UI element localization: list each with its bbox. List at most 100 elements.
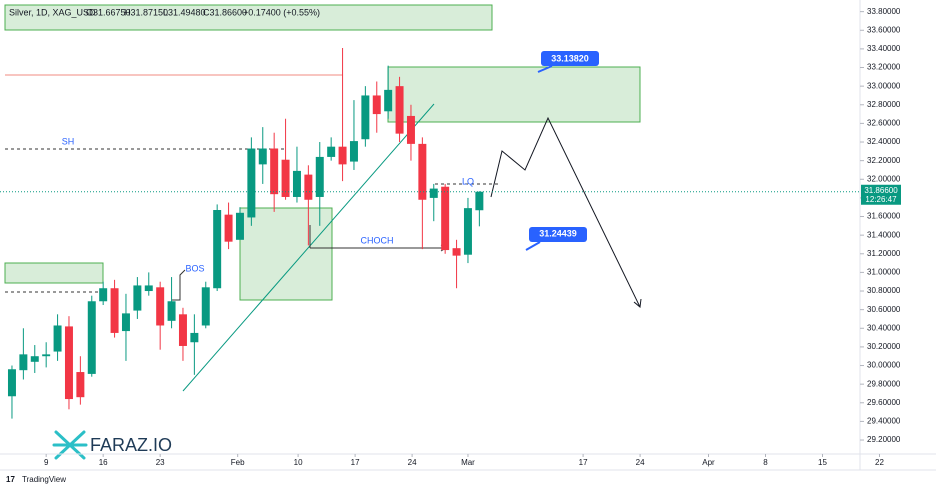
- y-tick-label: 31.60000: [867, 212, 901, 221]
- y-tick-label: 32.40000: [867, 137, 901, 146]
- choch-label: CHOCH: [361, 235, 394, 245]
- candle-body: [224, 214, 233, 242]
- candle-body: [452, 248, 461, 256]
- y-tick-label: 32.20000: [867, 156, 901, 165]
- candle-body: [30, 356, 39, 362]
- y-tick-label: 29.80000: [867, 379, 901, 388]
- callout-pointer: [525, 241, 541, 251]
- x-tick-label: 22: [875, 458, 884, 467]
- candle-body: [270, 148, 279, 195]
- callout-pointer: [537, 65, 553, 73]
- y-tick-label: 30.40000: [867, 323, 901, 332]
- x-tick-label: Apr: [702, 458, 715, 467]
- x-tick-label: 10: [294, 458, 303, 467]
- y-tick-label: 32.00000: [867, 174, 901, 183]
- y-tick-label: 29.40000: [867, 417, 901, 426]
- y-tick-label: 33.00000: [867, 81, 901, 90]
- trend-line: [182, 103, 435, 392]
- candle-body: [315, 156, 324, 197]
- candle-body: [53, 325, 62, 352]
- zone-box: [387, 66, 641, 123]
- callout-box: [541, 51, 599, 66]
- zone-box: [4, 262, 104, 284]
- x-tick-label: 24: [408, 458, 417, 467]
- candle-body: [213, 210, 222, 289]
- candle-body: [327, 146, 336, 157]
- candle-body: [64, 326, 73, 400]
- candle-body: [247, 148, 256, 218]
- candle-body: [110, 288, 119, 333]
- candle-body: [144, 285, 153, 292]
- candle-body: [349, 141, 358, 162]
- y-tick-label: 33.40000: [867, 44, 901, 53]
- x-tick-label: Mar: [461, 458, 475, 467]
- x-tick-label: 23: [156, 458, 165, 467]
- ohlc-low: L31.49480: [163, 7, 206, 17]
- lq-label: LQ: [462, 176, 474, 186]
- candle-body: [99, 288, 108, 302]
- ohlc-high: H31.87150: [124, 7, 168, 17]
- last-price-box: [861, 184, 901, 205]
- candle-body: [292, 170, 301, 197]
- candle-body: [372, 95, 381, 115]
- x-tick-label: 15: [818, 458, 827, 467]
- candle-body: [42, 354, 51, 357]
- y-tick-label: 31.20000: [867, 249, 901, 258]
- x-tick-label: 17: [579, 458, 588, 467]
- countdown: 12:26:47: [865, 195, 897, 204]
- candle-body: [475, 191, 484, 211]
- y-tick-label: 29.60000: [867, 398, 901, 407]
- y-tick-label: 30.20000: [867, 342, 901, 351]
- bos-label: BOS: [185, 263, 204, 273]
- callout-box: [529, 227, 587, 242]
- candle-body: [361, 95, 370, 140]
- zone-box: [4, 4, 493, 31]
- y-tick-label: 29.20000: [867, 435, 901, 444]
- y-tick-label: 32.60000: [867, 119, 901, 128]
- candle-body: [418, 143, 427, 200]
- y-tick-label: 32.80000: [867, 100, 901, 109]
- candle-body: [304, 174, 313, 200]
- candle-body: [156, 287, 165, 326]
- last-price-label: 31.86600: [864, 186, 898, 195]
- candle-body: [7, 369, 16, 397]
- sh-label: SH: [62, 136, 75, 146]
- zone-box: [239, 207, 333, 301]
- candle-body: [406, 115, 415, 144]
- y-tick-label: 31.00000: [867, 268, 901, 277]
- bos-connector: [172, 269, 186, 301]
- y-tick-label: 30.60000: [867, 305, 901, 314]
- candle-body: [121, 313, 130, 332]
- candle-body: [190, 332, 199, 343]
- candle-body: [133, 285, 142, 311]
- candle-body: [167, 301, 176, 321]
- watermark: FARAZ.IO: [90, 435, 172, 455]
- x-tick-label: 17: [351, 458, 360, 467]
- callout-label: 33.13820: [551, 53, 589, 63]
- candle-body: [463, 208, 472, 255]
- y-tick-label: 33.20000: [867, 63, 901, 72]
- candle-body: [19, 354, 28, 371]
- x-tick-label: Feb: [231, 458, 245, 467]
- callout-label: 31.24439: [539, 228, 577, 238]
- ohlc-change: +0.17400 (+0.55%): [243, 7, 320, 17]
- symbol: Silver, 1D, XAG_USD: [9, 7, 96, 17]
- candle-body: [87, 301, 96, 374]
- y-tick-label: 33.60000: [867, 25, 901, 34]
- y-tick-label: 31.40000: [867, 230, 901, 239]
- y-tick-label: 33.80000: [867, 7, 901, 16]
- footer-logo: 17: [6, 475, 15, 484]
- footer: TradingView: [22, 475, 66, 484]
- projection-path: [490, 116, 641, 308]
- candle-body: [384, 89, 393, 112]
- candle-body: [429, 188, 438, 198]
- y-tick-label: 30.80000: [867, 286, 901, 295]
- x-tick-label: 16: [99, 458, 108, 467]
- candle-body: [178, 314, 187, 346]
- x-tick-label: 8: [763, 458, 768, 467]
- candle-body: [258, 148, 267, 165]
- candle-body: [235, 212, 244, 240]
- candle-body: [76, 372, 85, 398]
- candle-body: [281, 159, 290, 197]
